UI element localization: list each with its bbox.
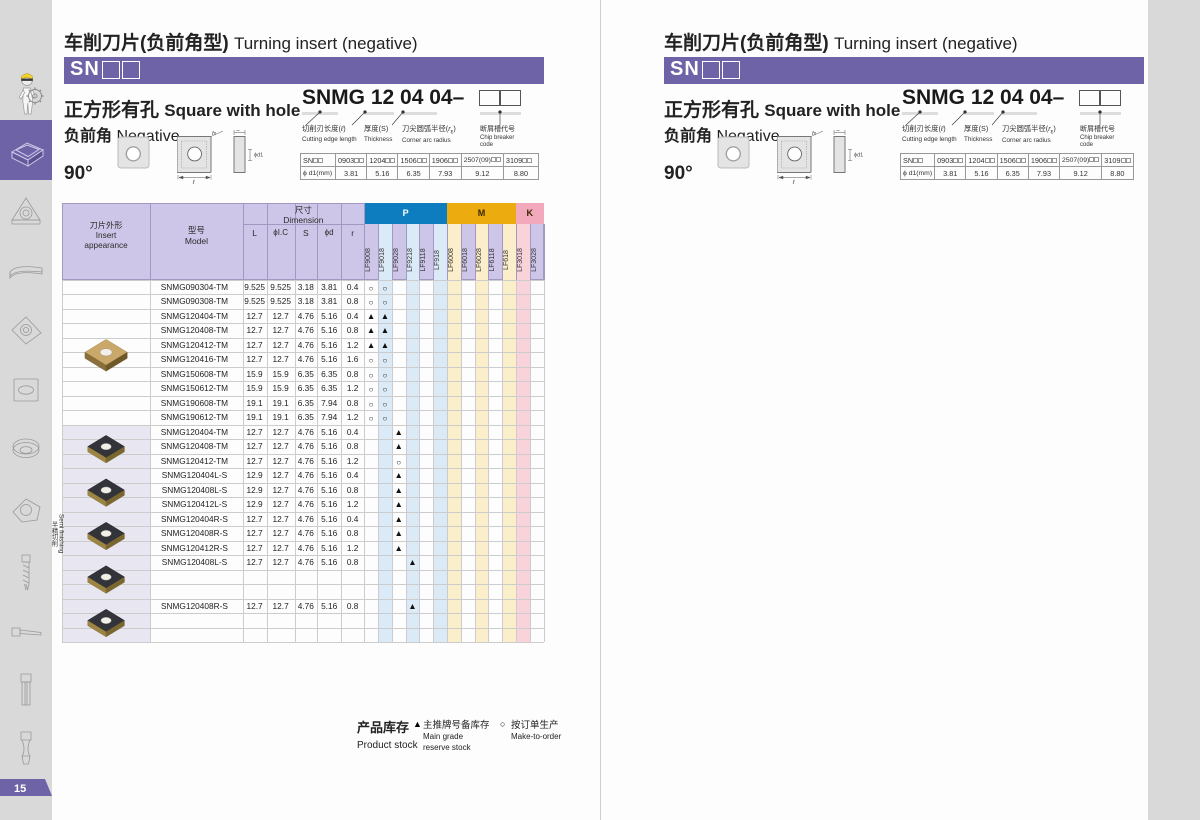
svg-text:S: S	[836, 130, 840, 133]
svg-text:ℓ: ℓ	[792, 179, 796, 185]
svg-text:fs: fs	[812, 131, 817, 137]
svg-text:ϕd1: ϕd1	[854, 153, 863, 159]
